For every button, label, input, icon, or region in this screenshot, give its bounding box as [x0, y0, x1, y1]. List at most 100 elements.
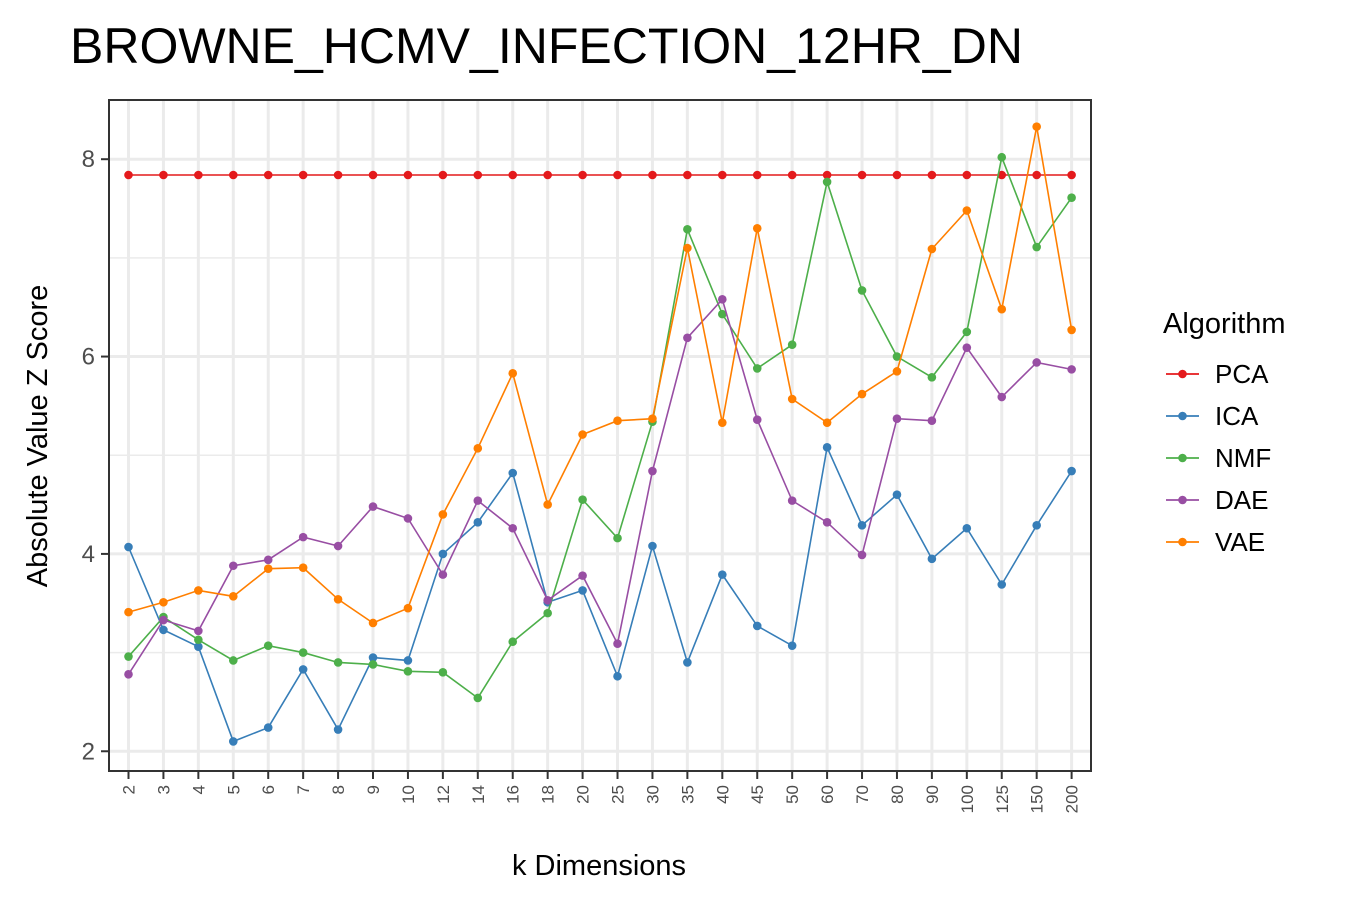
- series-line: [127, 154, 1073, 700]
- data-point: [822, 518, 832, 527]
- data-point: [927, 244, 937, 254]
- data-point: [1032, 170, 1041, 180]
- data-point: [368, 502, 378, 511]
- data-point: [613, 533, 622, 543]
- series-ica: [124, 443, 1076, 746]
- data-point: [438, 510, 448, 519]
- data-point: [124, 652, 133, 661]
- data-point: [473, 693, 483, 703]
- data-point: [997, 580, 1007, 589]
- data-point: [403, 170, 413, 180]
- data-point: [822, 170, 832, 180]
- data-point: [1032, 358, 1041, 367]
- y-tick-label: 2: [82, 738, 95, 765]
- data-point: [927, 372, 937, 382]
- x-tick-label: 50: [783, 785, 802, 804]
- x-tick-label: 3: [154, 785, 173, 794]
- series-dae: [124, 295, 1076, 679]
- x-tick-label: 20: [574, 785, 593, 804]
- data-point: [927, 554, 937, 564]
- data-point: [298, 648, 308, 657]
- data-point: [1032, 242, 1041, 252]
- data-point: [124, 669, 133, 679]
- data-point: [613, 170, 622, 180]
- data-point: [718, 170, 727, 180]
- data-point: [683, 243, 692, 253]
- data-point: [578, 495, 587, 504]
- data-point: [228, 592, 238, 601]
- data-point: [962, 327, 972, 337]
- data-point: [368, 660, 378, 669]
- data-point: [997, 392, 1007, 402]
- data-point: [857, 286, 867, 295]
- data-point: [787, 641, 797, 650]
- data-point: [718, 309, 727, 319]
- data-point: [997, 170, 1007, 180]
- data-point: [683, 333, 692, 343]
- data-point: [822, 418, 832, 427]
- data-point: [1032, 520, 1041, 530]
- data-point: [473, 170, 483, 180]
- x-tick-label: 200: [1063, 785, 1082, 813]
- data-point: [298, 665, 308, 674]
- data-point: [613, 671, 622, 681]
- y-tick-label: 6: [82, 344, 95, 371]
- data-point: [263, 564, 273, 574]
- data-point: [787, 340, 797, 350]
- chart-title: BROWNE_HCMV_INFECTION_12HR_DN: [70, 18, 1023, 74]
- x-tick-label: 25: [609, 785, 628, 804]
- data-point: [543, 500, 552, 509]
- x-tick-label: 16: [504, 785, 523, 804]
- data-point: [857, 389, 867, 399]
- series-vae: [124, 122, 1076, 628]
- data-point: [298, 563, 308, 573]
- x-tick-label: 6: [259, 785, 278, 794]
- x-tick-label: 18: [539, 785, 558, 804]
- legend-item-pca: PCA: [1166, 359, 1269, 389]
- legend: Algorithm PCA ICA NMF DAE VAE: [1163, 308, 1286, 557]
- data-point: [857, 170, 867, 180]
- data-point: [508, 523, 518, 533]
- data-point: [962, 206, 972, 215]
- data-point: [648, 541, 657, 551]
- x-tick-label: 30: [643, 785, 662, 804]
- x-tick-label: 12: [434, 785, 453, 804]
- x-tick-label: 60: [818, 785, 837, 804]
- x-tick-label: 7: [294, 785, 313, 794]
- series-nmf: [124, 152, 1076, 703]
- data-point: [438, 668, 448, 677]
- data-point: [787, 394, 797, 404]
- data-point: [1067, 365, 1076, 374]
- data-point: [403, 656, 413, 665]
- data-point: [508, 468, 518, 478]
- legend-key-point: [1178, 453, 1187, 463]
- data-point: [194, 170, 203, 180]
- data-point: [892, 490, 902, 500]
- data-point: [508, 170, 518, 180]
- data-point: [892, 170, 902, 180]
- data-point: [403, 667, 413, 676]
- x-tick-label: 90: [923, 785, 942, 804]
- data-point: [1067, 466, 1076, 476]
- data-point: [228, 656, 238, 665]
- data-point: [263, 723, 273, 732]
- x-tick-label: 4: [189, 785, 208, 794]
- data-point: [1067, 170, 1076, 180]
- series-line: [127, 444, 1073, 743]
- data-point: [578, 586, 587, 595]
- data-point: [333, 658, 343, 667]
- x-tick-label: 35: [678, 785, 697, 804]
- data-point: [648, 414, 657, 424]
- data-point: [997, 152, 1007, 162]
- data-point: [228, 737, 238, 746]
- y-axis-title: Absolute Value Z Score: [22, 285, 54, 588]
- legend-label: DAE: [1215, 485, 1268, 515]
- legend-item-dae: DAE: [1166, 485, 1268, 515]
- series-line: [127, 297, 1072, 675]
- data-point: [752, 621, 762, 631]
- data-point: [473, 496, 483, 505]
- data-point: [438, 570, 448, 579]
- series-line: [128, 126, 1073, 624]
